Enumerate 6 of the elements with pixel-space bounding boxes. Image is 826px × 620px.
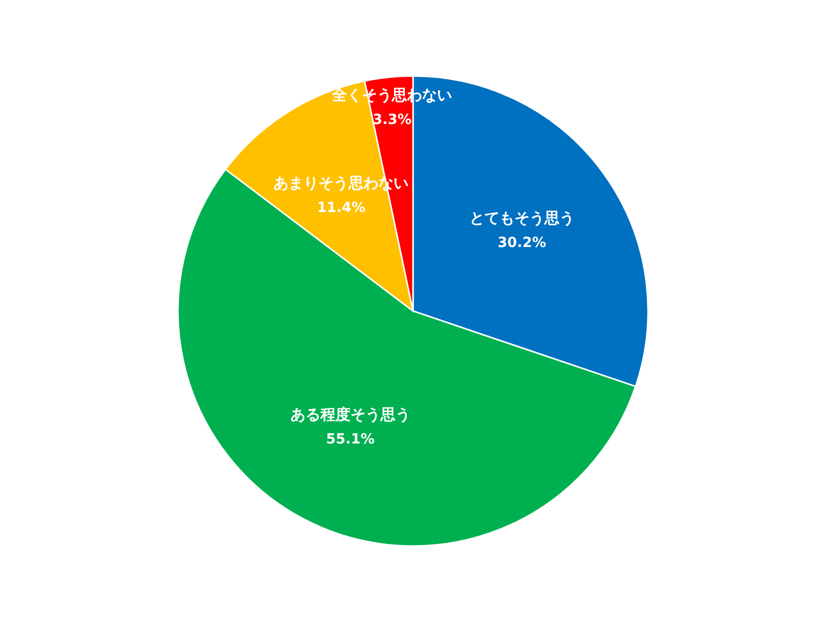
data-label: 55.1%: [326, 431, 375, 448]
data-label: 30.2%: [498, 234, 546, 251]
slice-label: とてもそう思う: [469, 208, 574, 227]
data-label: 3.3%: [372, 112, 412, 128]
data-label: 11.4%: [316, 200, 366, 216]
slice-label: ある程度そう思う: [290, 405, 410, 424]
